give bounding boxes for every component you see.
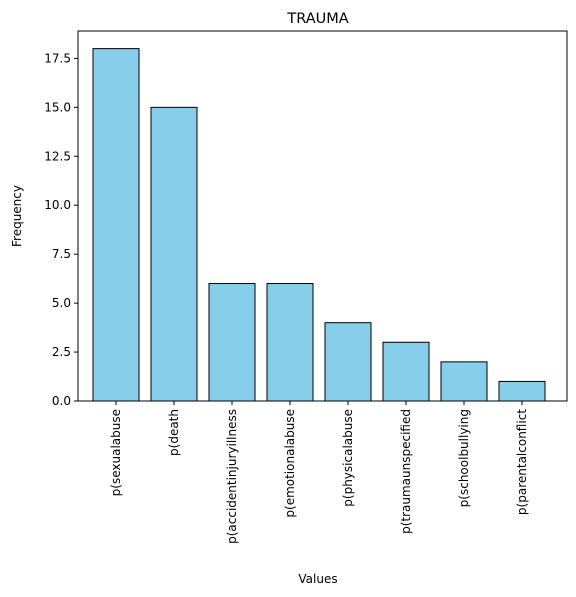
bar	[382, 341, 430, 402]
bar	[266, 283, 314, 402]
y-tick-label: 5.0	[52, 296, 71, 310]
chart-title: TRAUMA	[286, 11, 348, 27]
y-tick-label: 7.5	[52, 247, 71, 261]
y-tick-label: 10.0	[44, 198, 71, 212]
bar	[324, 322, 372, 402]
y-tick-label: 17.5	[44, 51, 71, 65]
x-axis-label: Values	[298, 572, 337, 586]
x-tick-label: p(schoolbullying	[457, 409, 471, 507]
y-axis-label: Frequency	[10, 185, 24, 247]
bar	[440, 361, 488, 402]
x-tick-label: p(physicalabuse	[341, 409, 355, 507]
x-tick-label: p(traumaunspecified	[399, 409, 413, 534]
x-tick-label: p(emotionalabuse	[283, 409, 297, 518]
y-tick-label: 2.5	[52, 345, 71, 359]
plot-frame	[77, 30, 568, 402]
bar	[150, 106, 198, 402]
x-tick-label: p(parentalconflict	[515, 409, 529, 515]
bar	[208, 283, 256, 402]
bars	[92, 48, 546, 402]
y-tick-label: 15.0	[44, 100, 71, 114]
x-tick-label: p(death	[167, 409, 181, 456]
x-axis-ticks: p(sexualabuse p(death p(accidentinjuryilln…	[109, 401, 529, 544]
y-axis-ticks: 0.0 2.5 5.0 7.5 10.0 12.5 15.0 17.5	[44, 51, 78, 408]
x-tick-label: p(sexualabuse	[109, 409, 123, 496]
bar	[498, 380, 546, 402]
x-tick-label: p(accidentinjuryillness	[225, 409, 239, 544]
y-tick-label: 12.5	[44, 149, 71, 163]
y-tick-label: 0.0	[52, 394, 71, 408]
bar	[92, 48, 140, 402]
